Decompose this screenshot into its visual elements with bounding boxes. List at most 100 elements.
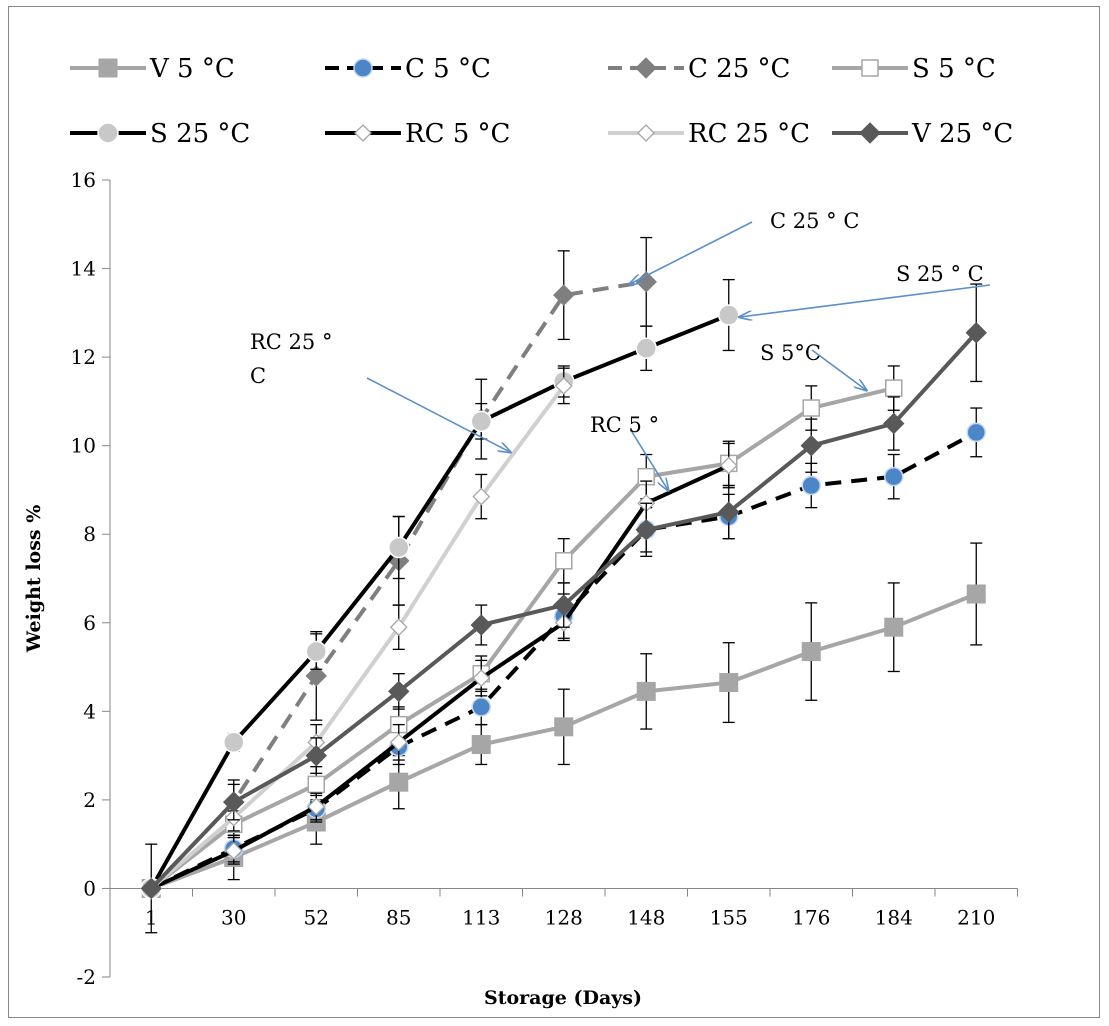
data-point [884, 617, 904, 637]
x-tick-label: 85 [386, 905, 411, 929]
data-point [223, 731, 245, 754]
legend-item-s-25-c: S 25 °C [70, 119, 250, 149]
series-v-25-c [140, 283, 987, 900]
legend-label: S 5 °C [912, 54, 996, 84]
legend-label: RC 25 °C [688, 119, 810, 149]
y-tick-label: 6 [83, 611, 96, 635]
annotation-rc-5: RC 5 ° [590, 413, 668, 490]
legend-swatch-marker [637, 124, 655, 142]
data-point [719, 456, 738, 475]
data-point [553, 594, 575, 616]
data-point [307, 797, 326, 816]
series-line [150, 430, 978, 891]
y-tick-label: 2 [83, 788, 96, 812]
series-rc-25-c [142, 367, 573, 898]
data-point [802, 399, 820, 417]
annotations: C 25 ° C S 25 ° C RC 25 ° C S 5°C RC 5 ° [250, 209, 991, 490]
data-point [554, 717, 574, 737]
legend-item-s-5-c: S 5 °C [832, 54, 996, 84]
legend-label: C 25 °C [688, 54, 790, 84]
annotation-label: RC 5 ° [590, 413, 659, 437]
legend-swatch-marker [97, 122, 119, 144]
x-tick-label: 128 [545, 905, 583, 929]
legend-swatch-marker [635, 57, 657, 79]
y-tick-label: 0 [83, 876, 96, 900]
data-point [388, 680, 410, 703]
annotation-arrow [366, 377, 510, 452]
annotation-label: C 25 ° C [770, 209, 859, 233]
legend-label: V 5 °C [149, 54, 235, 84]
data-point [472, 487, 491, 506]
data-point [470, 410, 492, 433]
data-point [800, 434, 822, 457]
legend-item-rc-5-c: RC 5 °C [325, 119, 510, 149]
x-tick-label: 176 [792, 905, 830, 929]
legend-label: S 25 °C [150, 119, 250, 149]
y-axis-title: Weight loss % [23, 505, 45, 654]
series-line [150, 463, 730, 891]
y-tick-label: 12 [71, 345, 96, 369]
annotation-s-25-c: S 25 ° C [740, 262, 991, 317]
legend-item-c-25-c: C 25 °C [608, 54, 790, 84]
data-point [388, 536, 410, 559]
legend-swatch-marker [353, 58, 373, 78]
data-point [554, 376, 573, 395]
data-point [801, 475, 821, 496]
legend-swatch-marker [354, 124, 372, 142]
y-tick-label: 16 [71, 168, 96, 192]
series-line [149, 384, 566, 890]
annotation-label: S 5°C [760, 341, 821, 365]
x-tick-label: 210 [957, 905, 995, 929]
data-point [389, 772, 409, 792]
data-point [555, 552, 573, 570]
x-tick-label: 30 [221, 905, 246, 929]
legend-swatch-marker [98, 58, 118, 78]
x-tick-label: 52 [304, 905, 329, 929]
data-point [140, 877, 162, 900]
annotation-label-line2: C [250, 364, 266, 388]
x-tick-label: 113 [462, 905, 500, 929]
legend-item-v-25-c: V 25 °C [832, 119, 1013, 149]
series-s-5-c [142, 365, 903, 898]
data-point [719, 673, 739, 693]
annotation-label: S 25 ° C [896, 262, 984, 286]
legend-swatch-marker [859, 122, 881, 144]
legend-label: C 5 °C [405, 54, 491, 84]
annotation-rc-25: RC 25 ° C [250, 330, 510, 452]
y-tick-label: 10 [71, 434, 96, 458]
legend-label: RC 5 °C [405, 119, 510, 149]
y-tick-label: -2 [77, 965, 96, 989]
annotation-arrow [630, 221, 753, 284]
data-point [224, 841, 243, 860]
series-rc-5-c [142, 442, 738, 898]
data-point [635, 271, 657, 293]
data-point [966, 584, 986, 604]
data-point [305, 744, 327, 767]
legend-item-rc-25-c: RC 25 °C [608, 119, 810, 149]
data-point [883, 412, 905, 435]
y-tick-label: 14 [71, 257, 96, 281]
data-point [636, 681, 656, 701]
y-tick-label: 4 [83, 699, 96, 723]
data-point [223, 791, 245, 813]
y-tick-label: 8 [83, 522, 96, 546]
legend: V 5 °C C 5 °C C 25 °C S 5 °C S 25 °C RC 5 °C R… [70, 54, 1013, 149]
annotation-label: RC 25 ° [250, 330, 332, 354]
annotation-arrow [631, 431, 668, 490]
data-point [389, 733, 408, 752]
data-point [801, 642, 821, 662]
data-point [884, 466, 904, 487]
x-tick-label: 148 [627, 905, 665, 929]
data-point [885, 379, 903, 397]
series-line [150, 386, 895, 891]
data-point [471, 697, 491, 717]
data-point [635, 337, 657, 360]
data-point [305, 665, 327, 687]
annotation-c-25-c: C 25 ° C [630, 209, 859, 284]
data-point [635, 519, 657, 541]
data-point [553, 284, 575, 306]
x-axis-title: Storage (Days) [484, 987, 642, 1009]
data-point [305, 640, 327, 663]
